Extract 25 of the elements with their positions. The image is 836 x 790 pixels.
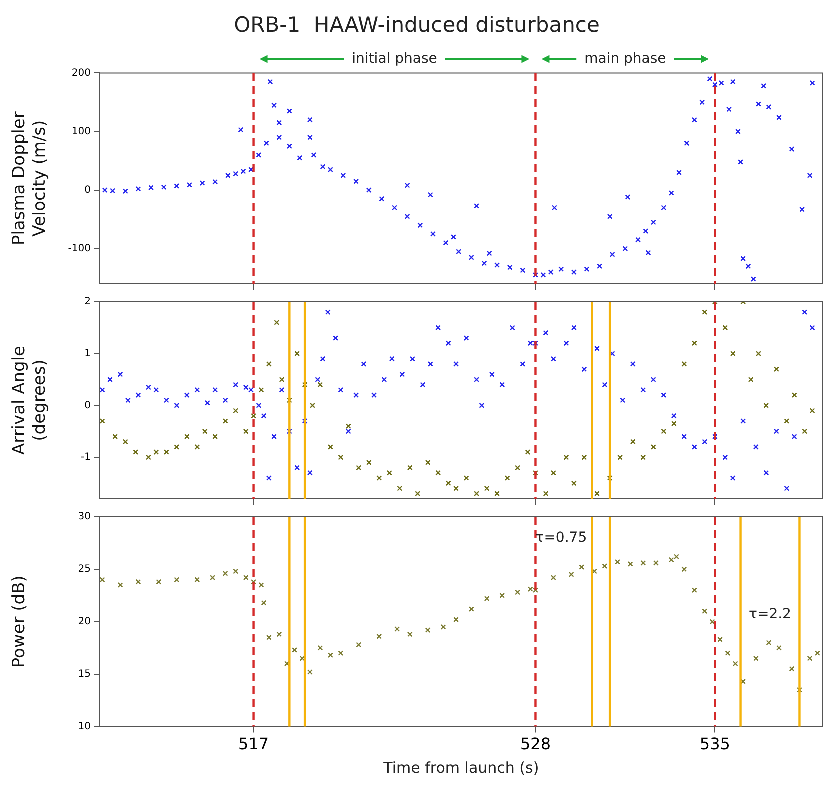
x-tick-label: 517 [238, 734, 270, 754]
text: initial phase [352, 50, 438, 67]
y-tick-label: 15 [78, 668, 91, 680]
annotation: τ=0.75 [536, 530, 588, 546]
x-tick-label: 535 [700, 734, 730, 754]
y-tick-label: 25 [78, 564, 91, 576]
text: main phase [584, 50, 666, 67]
y-tick-label: 2 [84, 296, 91, 308]
x-axis-title: Time from launch (s) [382, 758, 540, 777]
x-tick-label: 528 [520, 734, 552, 754]
y-tick-label: 10 [78, 721, 91, 732]
y-tick-label: -100 [68, 243, 91, 254]
y-tick-label: 0 [84, 184, 91, 196]
y-axis-title: Power (dB) [10, 576, 30, 668]
y-axis-title: Plasma Doppler Velocity (m/s) [10, 112, 50, 246]
y-tick-label: 100 [72, 126, 91, 138]
chart-title: ORB-1 HAAW-induced disturbance [234, 13, 600, 38]
y-tick-label: -1 [81, 452, 91, 464]
y-tick-label: 20 [78, 616, 91, 628]
annotation: τ=2.2 [749, 606, 792, 623]
y-tick-label: 1 [84, 348, 91, 360]
y-tick-label: 200 [72, 68, 91, 79]
y-tick-label: 0 [84, 400, 91, 412]
y-tick-label: 30 [78, 512, 91, 523]
y-axis-title: Arrival Angle (degrees) [10, 346, 50, 456]
